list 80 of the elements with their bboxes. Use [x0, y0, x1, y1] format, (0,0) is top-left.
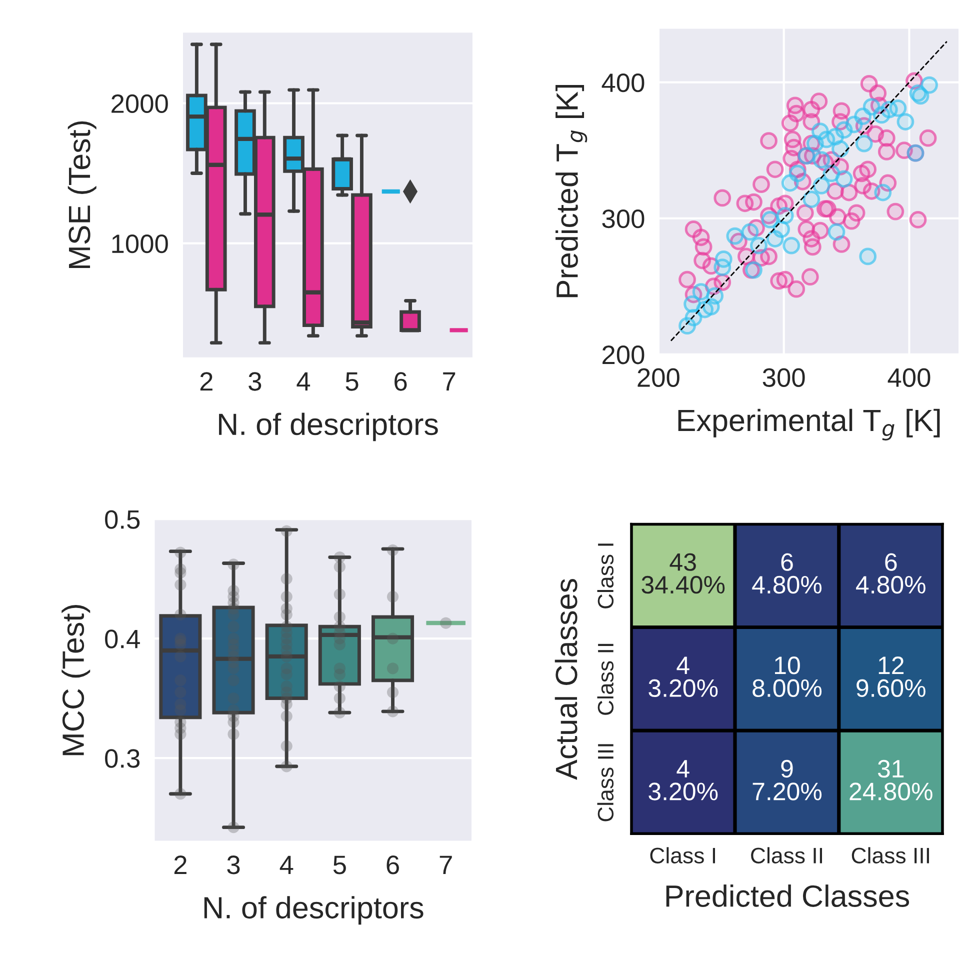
x-axis-title: N. of descriptors: [204, 896, 424, 925]
annotation: 3.20%: [648, 679, 718, 697]
point: [812, 151, 830, 169]
y-tick-label: Class II: [597, 644, 614, 715]
x-tick-label: 5: [333, 856, 346, 874]
x-tick-label: 2: [200, 372, 212, 391]
point: [714, 258, 732, 276]
data-label: 31: [878, 760, 904, 778]
point: [692, 283, 710, 301]
annotation: 34.40%: [642, 576, 725, 594]
y-tick-label: 0.4: [105, 630, 140, 648]
point: [874, 184, 892, 202]
annotation: 4.80%: [752, 576, 822, 594]
y-tick-label: 400: [602, 73, 644, 92]
annotation: 3.20%: [648, 782, 718, 800]
point: [828, 223, 846, 241]
data-label: 6: [885, 553, 897, 571]
x-axis-title: Experimental T$_{g}$ [K]: [678, 408, 940, 440]
y-axis-title: Predicted T$_{g}$ [K]: [556, 85, 588, 298]
x-axis-title: N. of descriptors: [219, 412, 438, 442]
x-tick-label: 5: [346, 372, 358, 391]
data-label: 4: [676, 656, 690, 674]
point: [706, 287, 724, 305]
data-label: 6: [781, 553, 793, 571]
x-tick-label: Class II: [751, 847, 822, 864]
x-axis-title: Predicted Classes: [666, 884, 910, 907]
point: [889, 99, 907, 117]
x-tick-label: 200: [638, 368, 680, 387]
point: [741, 223, 759, 241]
point: [782, 236, 800, 254]
data-label: 12: [878, 656, 904, 674]
data-label: 4: [676, 760, 690, 778]
x-tick-label: 7: [443, 372, 456, 391]
point: [920, 76, 938, 94]
point: [745, 261, 762, 279]
point: [696, 300, 714, 318]
data-label: 9: [781, 760, 793, 778]
point: [802, 190, 820, 208]
point: [896, 113, 914, 130]
x-tick-label: 400: [888, 368, 930, 387]
x-tick-label: 4: [280, 856, 294, 874]
point: [859, 248, 877, 266]
x-tick-label: 4: [296, 372, 310, 391]
data-label: 43: [670, 553, 696, 571]
point: [761, 211, 779, 228]
y-tick-label: 1000: [112, 234, 168, 254]
y-axis-title: MSE (Test): [68, 121, 96, 268]
annotation: 7.20%: [752, 782, 822, 800]
y-tick-label: 300: [602, 209, 644, 228]
x-tick-label: 6: [394, 372, 407, 391]
y-tick-label: 0.5: [105, 510, 140, 529]
x-tick-label: 300: [762, 368, 805, 387]
data-label: 10: [774, 656, 800, 674]
y-tick-label: 0.3: [105, 749, 140, 768]
annotation: 8.00%: [752, 679, 822, 697]
y-axis-title: Actual Classes: [554, 578, 578, 780]
y-axis-title: MCC (Test): [62, 605, 90, 756]
x-tick-label: Class III: [852, 847, 929, 864]
y-tick-label: Class I: [597, 544, 614, 608]
y-tick-label: 200: [602, 346, 644, 364]
point: [835, 170, 853, 188]
x-tick-label: 2: [174, 856, 186, 874]
x-tick-label: Class I: [650, 847, 716, 864]
point: [788, 164, 806, 182]
y-tick-label: 2000: [112, 94, 168, 114]
x-tick-label: 7: [440, 856, 452, 874]
point: [855, 134, 873, 152]
point: [822, 164, 840, 182]
x-tick-label: 3: [248, 372, 262, 391]
annotation: 9.60%: [856, 679, 926, 697]
x-tick-label: 6: [386, 856, 399, 874]
annotation: 4.80%: [856, 576, 926, 594]
point: [812, 177, 830, 194]
annotation: 24.80%: [850, 782, 932, 800]
x-tick-label: 3: [227, 856, 240, 874]
point: [750, 236, 768, 254]
point: [832, 140, 849, 158]
point: [726, 227, 744, 245]
point: [912, 87, 930, 105]
point: [776, 206, 794, 224]
